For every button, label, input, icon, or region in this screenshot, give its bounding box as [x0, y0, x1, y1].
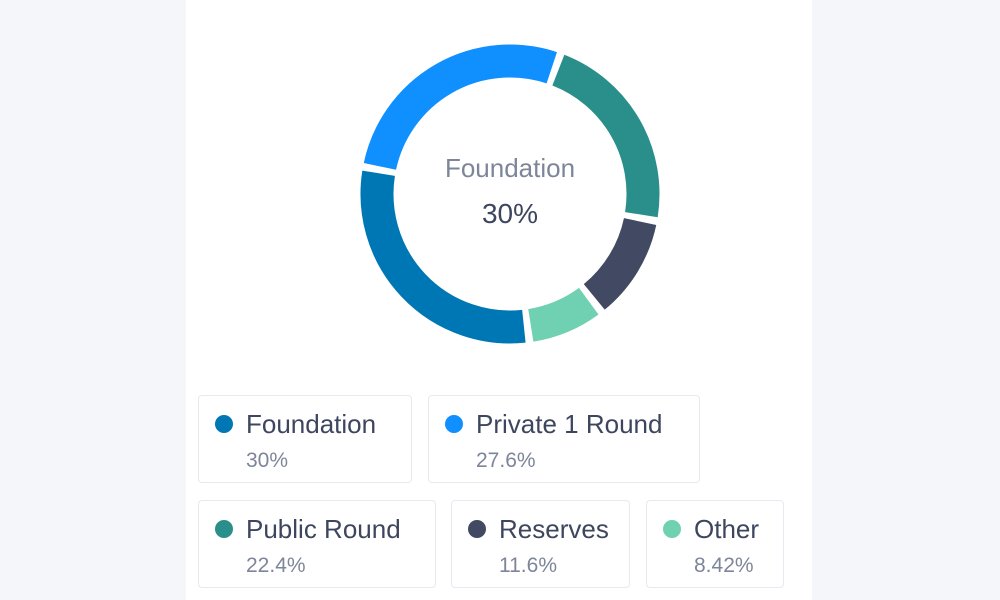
donut-slice-public-round[interactable] — [551, 54, 660, 218]
legend-item-other[interactable]: Other 8.42% — [646, 500, 784, 588]
legend-dot — [445, 415, 463, 433]
donut-slice-reserves[interactable] — [583, 217, 657, 310]
donut-center-value: 30% — [481, 198, 539, 229]
legend-label: Foundation — [246, 409, 377, 439]
legend-label: Other — [694, 514, 760, 544]
legend-value: 8.42% — [694, 554, 754, 577]
legend-item-public-round[interactable]: Public Round 22.4% — [198, 500, 436, 588]
donut-slice-private-1-round[interactable] — [363, 44, 557, 171]
legend-item-foundation[interactable]: Foundation 30% — [198, 395, 412, 483]
legend-value: 30% — [246, 449, 289, 472]
legend-dot — [663, 520, 681, 538]
legend-item-private-1-round[interactable]: Private 1 Round 27.6% — [428, 395, 700, 483]
donut-slice-foundation[interactable] — [360, 170, 526, 344]
legend-label: Public Round — [246, 514, 401, 544]
legend-label: Private 1 Round — [476, 409, 663, 439]
donut-center-label: Foundation — [444, 153, 576, 183]
legend-value: 11.6% — [499, 554, 557, 577]
legend-dot — [215, 520, 233, 538]
legend-item-reserves[interactable]: Reserves 11.6% — [451, 500, 630, 588]
donut-slice-other[interactable] — [527, 287, 599, 342]
legend-value: 27.6% — [476, 449, 536, 472]
legend-value: 22.4% — [246, 554, 306, 577]
legend-dot — [215, 415, 233, 433]
legend-label: Reserves — [499, 514, 609, 544]
legend-dot — [468, 520, 486, 538]
